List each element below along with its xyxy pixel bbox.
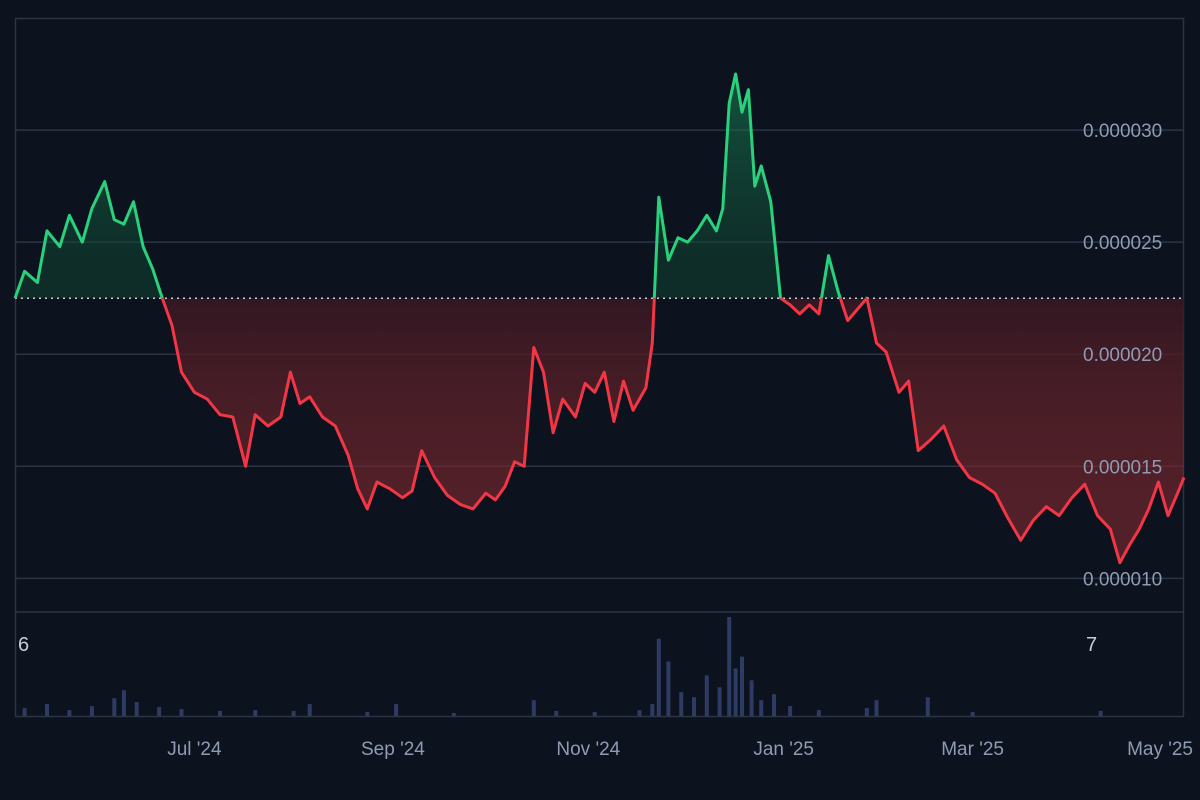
volume-bar (179, 709, 184, 716)
volume-bar (704, 675, 709, 716)
area-above-baseline (15, 74, 841, 299)
volume-bar (749, 680, 754, 716)
volume-bar (740, 656, 744, 716)
volume-bar (772, 694, 776, 716)
volume-bar (666, 661, 671, 716)
y-tick-label: 0.000025 (1083, 233, 1162, 254)
volume-bar (121, 690, 126, 716)
volume-bar (717, 687, 722, 716)
volume-bar (451, 713, 456, 716)
volume-bar (692, 697, 696, 716)
volume-bar (307, 704, 312, 716)
y-tick-label: 0.000010 (1083, 569, 1162, 590)
price-line-down[interactable] (14, 74, 1186, 565)
volume-bar (554, 711, 559, 716)
volume-label-left: 6 (18, 634, 29, 656)
volume-bar (291, 711, 296, 716)
volume-bar (67, 710, 72, 716)
volume-label-right: 7 (1086, 634, 1097, 656)
volume-bar (679, 692, 684, 716)
x-tick-label: May '25 (1127, 739, 1193, 760)
volume-bar (157, 707, 162, 716)
volume-bar (864, 708, 869, 716)
volume-bar (134, 702, 139, 716)
volume-bar (650, 704, 655, 716)
volume-bar (365, 712, 370, 716)
x-tick-label: Sep '24 (361, 739, 425, 760)
volume-bars (22, 617, 1103, 716)
y-tick-label: 0.000030 (1083, 121, 1162, 142)
volume-bar (816, 710, 821, 716)
volume-bar (1098, 711, 1103, 716)
volume-bar (531, 700, 536, 716)
volume-bar (22, 708, 27, 716)
x-tick-label: Jan '25 (753, 739, 814, 760)
volume-bar (218, 711, 222, 716)
volume-bar (874, 700, 879, 716)
volume-bar (592, 712, 597, 716)
x-tick-label: Mar '25 (941, 739, 1004, 760)
volume-bar (112, 698, 117, 716)
y-tick-label: 0.000015 (1083, 457, 1162, 478)
volume-bar (656, 638, 661, 716)
price-area (15, 74, 1184, 563)
volume-bar (733, 668, 738, 716)
x-tick-label: Jul '24 (167, 739, 222, 760)
volume-bar (727, 617, 732, 716)
volume-bar (788, 706, 793, 716)
volume-bar (394, 704, 399, 716)
volume-bar (970, 712, 975, 716)
volume-bar (45, 704, 49, 716)
volume-bar (925, 697, 930, 716)
volume-bar (89, 706, 94, 716)
y-tick-label: 0.000020 (1083, 345, 1162, 366)
volume-bar (637, 710, 642, 716)
volume-bar (253, 710, 258, 716)
price-line[interactable] (13, 72, 1186, 565)
x-axis: Jul '24 Sep '24 Nov '24 Jan '25 Mar '25 May '… (167, 739, 1193, 760)
area-below-baseline (15, 298, 1184, 563)
x-tick-label: Nov '24 (556, 739, 620, 760)
y-axis: 0.000010 0.000015 0.000020 0.000025 0.000030 (1083, 121, 1162, 590)
volume-bar (759, 700, 764, 716)
